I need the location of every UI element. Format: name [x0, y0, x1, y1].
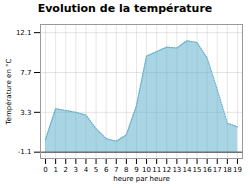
svg-text:heure par heure: heure par heure [113, 175, 169, 183]
svg-text:13: 13 [172, 166, 181, 174]
svg-text:Température en °C: Température en °C [5, 58, 13, 125]
svg-text:1: 1 [53, 166, 57, 174]
svg-text:-1.1: -1.1 [18, 148, 32, 156]
svg-text:3.3: 3.3 [20, 109, 31, 117]
svg-text:10: 10 [142, 166, 151, 174]
svg-text:16: 16 [203, 166, 212, 174]
svg-text:5: 5 [94, 166, 98, 174]
svg-text:18: 18 [223, 166, 232, 174]
svg-text:7.7: 7.7 [20, 69, 31, 77]
svg-text:17: 17 [213, 166, 222, 174]
svg-text:2: 2 [64, 166, 68, 174]
svg-text:15: 15 [193, 166, 202, 174]
svg-text:3: 3 [74, 166, 78, 174]
svg-text:0: 0 [43, 166, 47, 174]
html-text:Evolution de la température: Evolution de la température [37, 2, 213, 15]
svg-text:4: 4 [84, 166, 89, 174]
svg-text:12.1: 12.1 [16, 29, 32, 37]
svg-text:7: 7 [114, 166, 118, 174]
svg-text:14: 14 [182, 166, 191, 174]
svg-text:19: 19 [233, 166, 242, 174]
svg-text:6: 6 [104, 166, 109, 174]
svg-text:11: 11 [152, 166, 161, 174]
svg-text:12: 12 [162, 166, 171, 174]
svg-text:9: 9 [134, 166, 138, 174]
svg-text:8: 8 [124, 166, 128, 174]
